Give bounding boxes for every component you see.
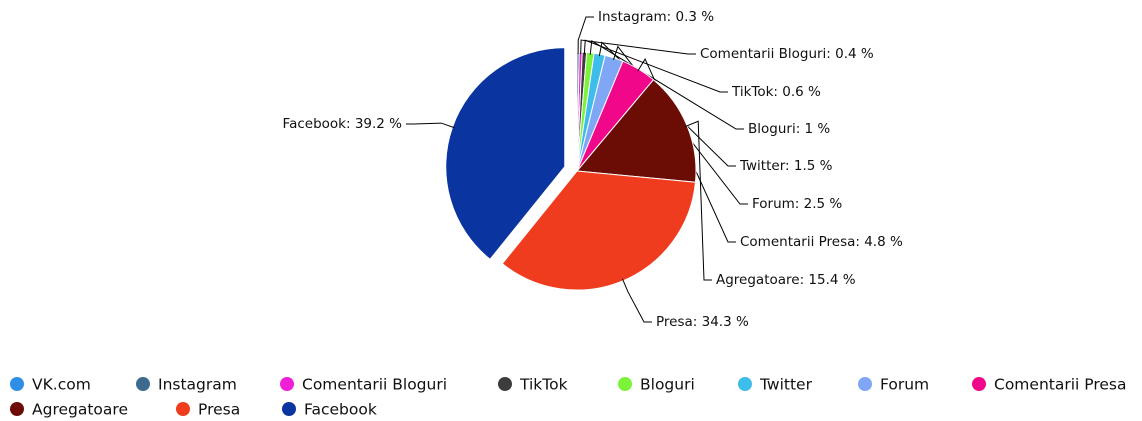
data-label: Comentarii Presa: 4.8 % (740, 234, 903, 250)
label-connector (577, 16, 594, 55)
legend-swatch (618, 377, 632, 391)
legend-swatch (282, 402, 296, 416)
legend-swatch (738, 377, 752, 391)
legend-swatch (972, 377, 986, 391)
legend-label: Agregatoare (32, 401, 128, 419)
data-label: Agregatoare: 15.4 % (716, 272, 856, 288)
legend-label: Comentarii Presa (994, 376, 1126, 394)
legend-swatch (280, 377, 294, 391)
data-label: Bloguri: 1 % (748, 121, 830, 137)
legend-label: TikTok (519, 376, 568, 394)
label-connector (583, 39, 728, 93)
legend-label: Bloguri (640, 376, 695, 394)
label-connector (406, 122, 455, 129)
data-label: Instagram: 0.3 % (598, 9, 714, 25)
legend-label: Comentarii Bloguri (302, 376, 447, 394)
legend-swatch (10, 402, 24, 416)
data-label: Twitter: 1.5 % (739, 158, 833, 174)
legend-swatch (10, 377, 24, 391)
legend-label: VK.com (32, 376, 91, 394)
data-label: Comentarii Bloguri: 0.4 % (700, 46, 874, 62)
legend-label: Facebook (304, 401, 377, 419)
label-connector (580, 39, 696, 55)
label-connector (589, 40, 744, 130)
legend-label: Instagram (158, 376, 237, 394)
label-connector (685, 120, 712, 281)
label-connector (621, 278, 652, 323)
data-label: Facebook: 39.2 % (283, 116, 403, 132)
legend-swatch (176, 402, 190, 416)
legend-swatch (858, 377, 872, 391)
legend-label: Forum (880, 376, 929, 394)
legend-label: Presa (198, 401, 240, 419)
data-label: Presa: 34.3 % (656, 314, 749, 330)
legend-swatch (498, 377, 512, 391)
legend-swatch (136, 377, 150, 391)
data-label: Forum: 2.5 % (752, 196, 842, 212)
legend-label: Twitter (759, 376, 813, 394)
data-label: TikTok: 0.6 % (731, 84, 821, 100)
